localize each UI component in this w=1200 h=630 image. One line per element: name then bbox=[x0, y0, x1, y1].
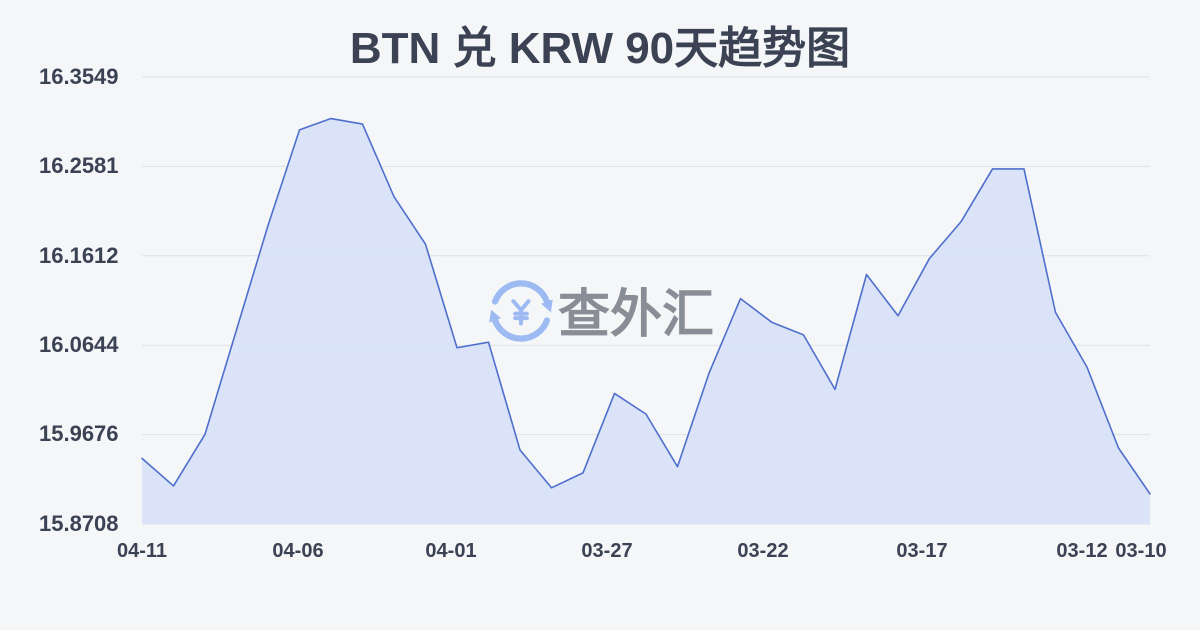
svg-text:04-11: 04-11 bbox=[117, 540, 167, 562]
svg-text:03-17: 03-17 bbox=[896, 540, 947, 562]
svg-text:04-06: 04-06 bbox=[272, 540, 323, 562]
svg-text:16.3549: 16.3549 bbox=[39, 64, 119, 89]
svg-text:15.8708: 15.8708 bbox=[39, 511, 119, 536]
svg-text:03-12: 03-12 bbox=[1056, 540, 1107, 562]
svg-text:03-22: 03-22 bbox=[737, 540, 788, 562]
svg-text:16.2581: 16.2581 bbox=[39, 153, 119, 178]
svg-text:16.1612: 16.1612 bbox=[39, 243, 119, 268]
svg-text:03-10: 03-10 bbox=[1115, 540, 1166, 562]
svg-text:04-01: 04-01 bbox=[425, 540, 476, 562]
svg-text:查外汇: 查外汇 bbox=[558, 286, 714, 344]
svg-text:16.0644: 16.0644 bbox=[39, 332, 119, 357]
svg-text:15.9676: 15.9676 bbox=[39, 421, 119, 446]
svg-text:03-27: 03-27 bbox=[581, 540, 632, 562]
